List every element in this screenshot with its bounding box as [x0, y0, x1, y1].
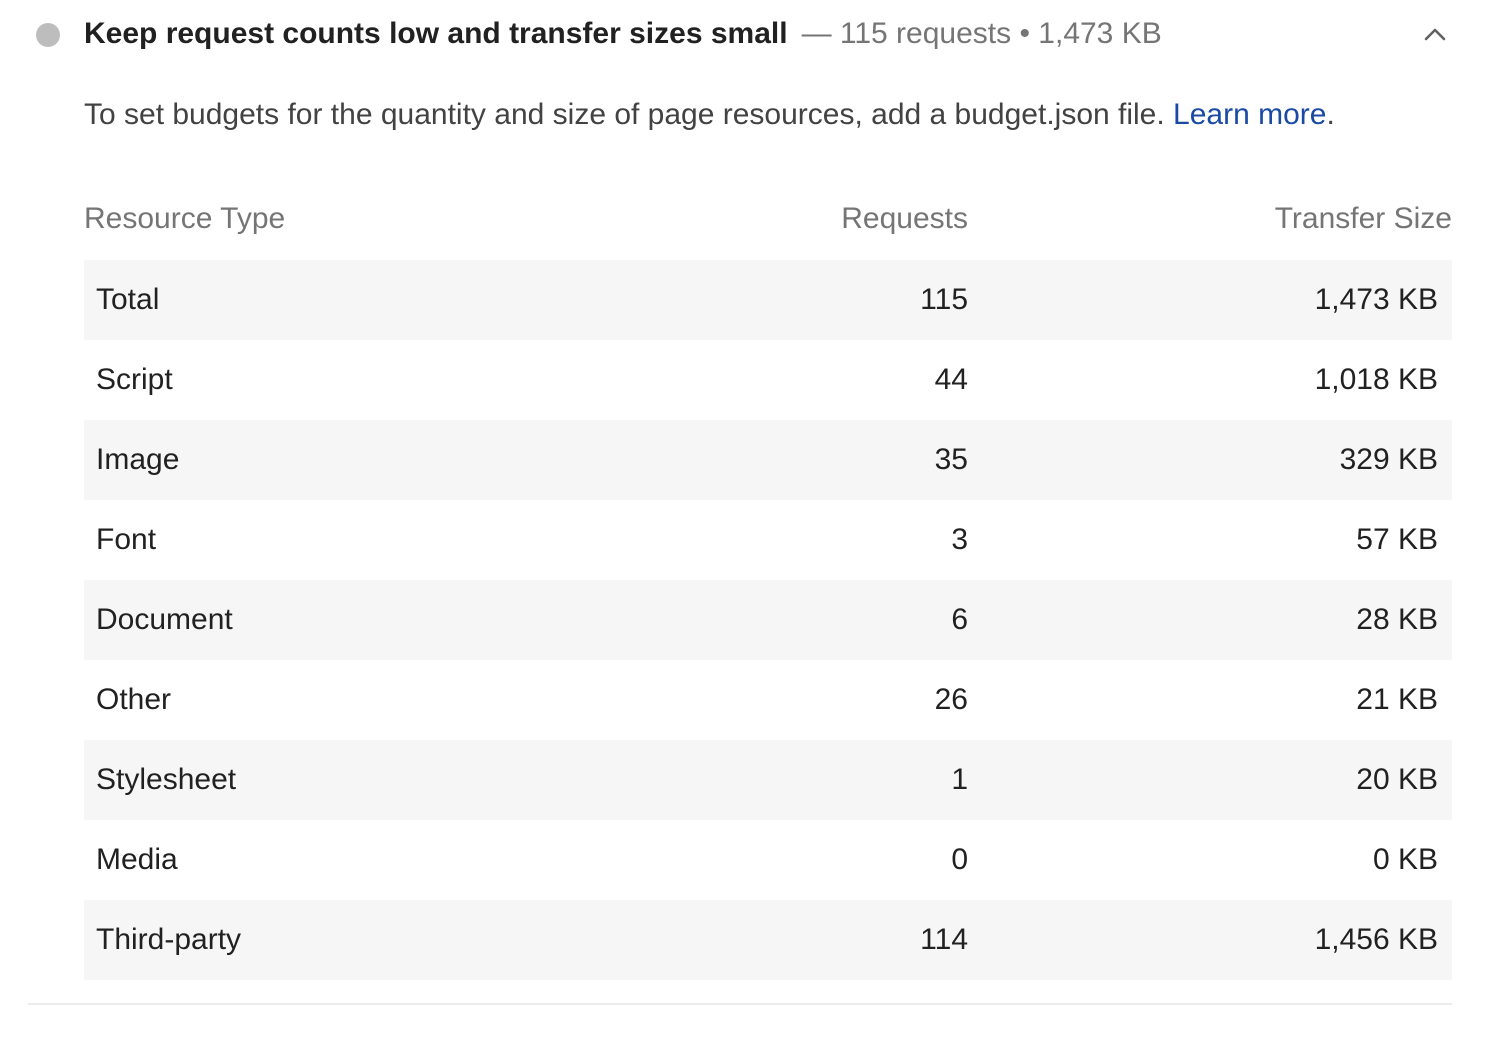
requests-cell: 35 [934, 443, 968, 476]
column-header-transfer-size: Transfer Size [1274, 202, 1452, 235]
section-divider [28, 1003, 1452, 1005]
resource-type-cell: Other [96, 683, 172, 716]
requests-cell: 6 [951, 603, 968, 636]
transfer-size-cell: 57 KB [1356, 523, 1438, 556]
resource-type-cell: Total [96, 283, 160, 316]
audit-resource-summary: Keep request counts low and transfer siz… [28, 0, 1452, 1005]
transfer-size-cell: 0 KB [1372, 843, 1438, 876]
transfer-size-cell: 28 KB [1356, 603, 1438, 636]
requests-cell: 114 [920, 923, 968, 956]
requests-cell: 115 [920, 283, 968, 316]
table-row: Other 26 21 KB [84, 660, 1452, 740]
transfer-size-cell: 1,473 KB [1314, 283, 1438, 316]
requests-cell: 0 [951, 843, 968, 876]
table-row: Total 115 1,473 KB [84, 260, 1452, 340]
chevron-up-icon[interactable] [1418, 18, 1452, 52]
resource-type-cell: Font [96, 523, 157, 556]
column-header-requests: Requests [841, 202, 968, 235]
requests-cell: 26 [934, 683, 968, 716]
resource-type-cell: Third-party [96, 923, 242, 956]
transfer-size-cell: 20 KB [1356, 763, 1438, 796]
audit-header[interactable]: Keep request counts low and transfer siz… [28, 0, 1452, 68]
transfer-size-cell: 329 KB [1339, 443, 1438, 476]
status-indicator-icon [36, 23, 60, 47]
resource-summary-table: Resource Type Requests Transfer Size Tot… [84, 180, 1452, 980]
resource-type-cell: Document [96, 603, 233, 636]
transfer-size-cell: 1,456 KB [1314, 923, 1438, 956]
resource-type-cell: Stylesheet [96, 763, 237, 796]
table-row: Third-party 114 1,456 KB [84, 900, 1452, 980]
audit-title: Keep request counts low and transfer siz… [84, 17, 788, 50]
requests-cell: 3 [951, 523, 968, 556]
transfer-size-cell: 1,018 KB [1314, 363, 1438, 396]
learn-more-link[interactable]: Learn more [1173, 98, 1327, 131]
audit-display-value: — 115 requests • 1,473 KB [801, 17, 1162, 50]
transfer-size-cell: 21 KB [1356, 683, 1438, 716]
resource-type-cell: Script [96, 363, 173, 396]
table-row: Stylesheet 1 20 KB [84, 740, 1452, 820]
requests-cell: 44 [934, 363, 968, 396]
resource-type-cell: Media [96, 843, 178, 876]
resource-type-cell: Image [96, 443, 180, 476]
table-row: Font 3 57 KB [84, 500, 1452, 580]
table-row: Script 44 1,018 KB [84, 340, 1452, 420]
requests-cell: 1 [951, 763, 968, 796]
table-header: Resource Type Requests Transfer Size [84, 180, 1452, 260]
table-row: Document 6 28 KB [84, 580, 1452, 660]
audit-description: To set budgets for the quantity and size… [84, 94, 1335, 136]
table-row: Media 0 0 KB [84, 820, 1452, 900]
audit-title-line: Keep request counts low and transfer siz… [84, 14, 1162, 54]
audit-description-end: . [1326, 98, 1335, 131]
column-header-resource-type: Resource Type [84, 202, 286, 235]
audit-description-text: To set budgets for the quantity and size… [84, 98, 1174, 131]
table-row: Image 35 329 KB [84, 420, 1452, 500]
